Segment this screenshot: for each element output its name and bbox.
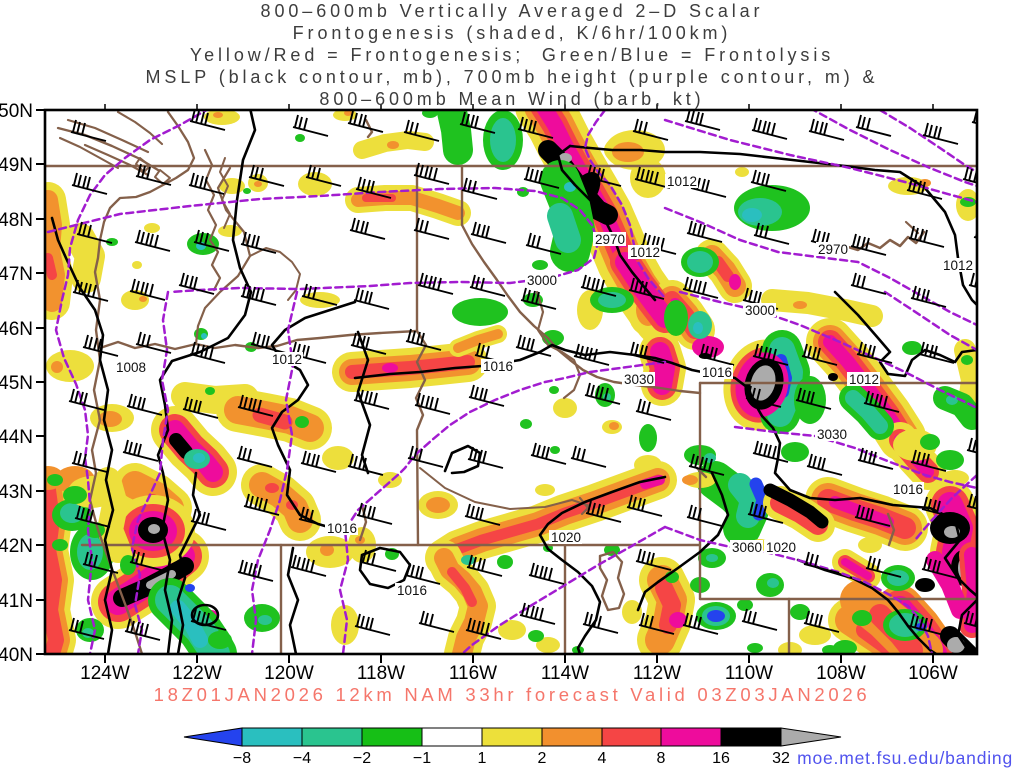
svg-text:114W: 114W bbox=[541, 663, 589, 684]
svg-text:42N: 42N bbox=[0, 536, 33, 557]
svg-text:1012: 1012 bbox=[849, 372, 879, 387]
svg-text:1020: 1020 bbox=[766, 540, 796, 555]
svg-text:108W: 108W bbox=[816, 663, 866, 684]
svg-text:1012: 1012 bbox=[630, 245, 660, 260]
svg-text:106W: 106W bbox=[908, 663, 958, 684]
svg-text:40N: 40N bbox=[0, 645, 33, 666]
svg-text:MSLP (black contour, mb), 700m: MSLP (black contour, mb), 700mb height (… bbox=[146, 67, 879, 87]
svg-text:3000: 3000 bbox=[527, 273, 557, 288]
svg-text:1016: 1016 bbox=[397, 583, 427, 598]
svg-text:124W: 124W bbox=[80, 663, 130, 684]
svg-text:Yellow/Red = Frontogenesis; G: Yellow/Red = Frontogenesis; Green/Blue =… bbox=[190, 45, 834, 65]
svg-text:2: 2 bbox=[538, 750, 547, 767]
svg-text:2970: 2970 bbox=[595, 232, 625, 247]
svg-text:112W: 112W bbox=[633, 663, 681, 684]
svg-text:44N: 44N bbox=[0, 427, 33, 448]
svg-text:1: 1 bbox=[478, 750, 487, 767]
svg-text:41N: 41N bbox=[0, 591, 33, 612]
svg-text:18Z01JAN2026 12km NAM 33hr for: 18Z01JAN2026 12km NAM 33hr forecast Vali… bbox=[154, 684, 871, 705]
svg-text:3060: 3060 bbox=[732, 540, 762, 555]
svg-text:118W: 118W bbox=[357, 663, 405, 684]
svg-text:50N: 50N bbox=[0, 101, 33, 122]
svg-text:32: 32 bbox=[772, 750, 790, 767]
svg-text:8: 8 bbox=[657, 750, 666, 767]
svg-text:3030: 3030 bbox=[624, 372, 654, 387]
svg-text:1016: 1016 bbox=[327, 521, 357, 536]
svg-text:Frontogenesis (shaded, K/6hr/1: Frontogenesis (shaded, K/6hr/100km) bbox=[293, 23, 732, 43]
svg-text:−1: −1 bbox=[413, 750, 431, 767]
svg-text:−4: −4 bbox=[293, 750, 311, 767]
svg-text:1016: 1016 bbox=[893, 482, 923, 497]
svg-text:43N: 43N bbox=[0, 482, 33, 503]
svg-text:49N: 49N bbox=[0, 155, 33, 176]
svg-text:1012: 1012 bbox=[272, 352, 302, 367]
svg-text:1012: 1012 bbox=[667, 174, 697, 189]
svg-text:800–600mb Mean Wind (barb, kt): 800–600mb Mean Wind (barb, kt) bbox=[319, 89, 704, 109]
svg-text:−2: −2 bbox=[353, 750, 371, 767]
svg-text:1016: 1016 bbox=[483, 359, 513, 374]
svg-text:110W: 110W bbox=[725, 663, 773, 684]
svg-text:4: 4 bbox=[598, 750, 607, 767]
svg-text:−8: −8 bbox=[233, 750, 251, 767]
svg-text:1016: 1016 bbox=[702, 365, 732, 380]
svg-text:116W: 116W bbox=[449, 663, 497, 684]
svg-text:1012: 1012 bbox=[943, 258, 973, 273]
svg-text:120W: 120W bbox=[264, 663, 314, 684]
svg-text:47N: 47N bbox=[0, 264, 33, 285]
svg-text:45N: 45N bbox=[0, 373, 33, 394]
svg-text:3000: 3000 bbox=[745, 303, 775, 318]
svg-text:16: 16 bbox=[712, 750, 730, 767]
svg-text:1020: 1020 bbox=[551, 530, 581, 545]
svg-text:46N: 46N bbox=[0, 319, 33, 340]
svg-text:122W: 122W bbox=[172, 663, 222, 684]
svg-text:3030: 3030 bbox=[817, 427, 847, 442]
svg-text:2970: 2970 bbox=[818, 242, 848, 257]
svg-text:moe.met.fsu.edu/banding: moe.met.fsu.edu/banding bbox=[797, 748, 1013, 768]
svg-text:1008: 1008 bbox=[116, 360, 146, 375]
svg-text:48N: 48N bbox=[0, 210, 33, 231]
svg-text:800–600mb Vertically Averaged: 800–600mb Vertically Averaged 2–D Scalar bbox=[261, 1, 764, 21]
